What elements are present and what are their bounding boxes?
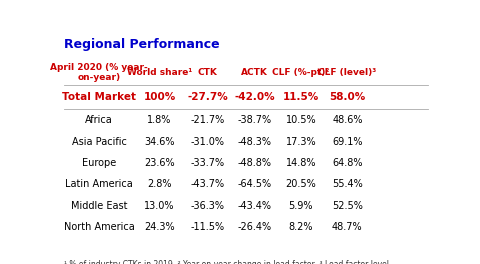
Text: Europe: Europe [82,158,116,168]
Text: -43.7%: -43.7% [191,180,225,189]
Text: -27.7%: -27.7% [188,92,228,102]
Text: 64.8%: 64.8% [332,158,362,168]
Text: 69.1%: 69.1% [332,137,362,147]
Text: -43.4%: -43.4% [238,201,271,211]
Text: Total Market: Total Market [62,92,136,102]
Text: -33.7%: -33.7% [191,158,225,168]
Text: 17.3%: 17.3% [286,137,316,147]
Text: 24.3%: 24.3% [144,222,175,232]
Text: 34.6%: 34.6% [144,137,175,147]
Text: -21.7%: -21.7% [191,115,225,125]
Text: 52.5%: 52.5% [332,201,363,211]
Text: -26.4%: -26.4% [237,222,271,232]
Text: 100%: 100% [144,92,176,102]
Text: April 2020 (% year-
on-year): April 2020 (% year- on-year) [50,63,148,82]
Text: World share¹: World share¹ [127,68,192,77]
Text: 11.5%: 11.5% [283,92,319,102]
Text: -42.0%: -42.0% [234,92,275,102]
Text: 8.2%: 8.2% [288,222,313,232]
Text: 2.8%: 2.8% [147,180,172,189]
Text: Asia Pacific: Asia Pacific [72,137,127,147]
Text: 13.0%: 13.0% [144,201,175,211]
Text: 10.5%: 10.5% [286,115,316,125]
Text: Regional Performance: Regional Performance [64,38,219,51]
Text: -48.8%: -48.8% [238,158,271,168]
Text: 55.4%: 55.4% [332,180,363,189]
Text: -11.5%: -11.5% [191,222,225,232]
Text: Middle East: Middle East [71,201,127,211]
Text: 20.5%: 20.5% [286,180,316,189]
Text: CTK: CTK [198,68,218,77]
Text: ACTK: ACTK [241,68,268,77]
Text: ¹ % of industry CTKs in 2019  ² Year-on-year change in load factor  ³ Load facto: ¹ % of industry CTKs in 2019 ² Year-on-y… [64,260,389,264]
Text: -64.5%: -64.5% [237,180,271,189]
Text: 58.0%: 58.0% [329,92,365,102]
Text: -38.7%: -38.7% [237,115,271,125]
Text: 23.6%: 23.6% [144,158,175,168]
Text: CLF (%-pt)²: CLF (%-pt)² [272,68,330,77]
Text: 14.8%: 14.8% [286,158,316,168]
Text: -48.3%: -48.3% [238,137,271,147]
Text: 48.7%: 48.7% [332,222,363,232]
Text: CLF (level)³: CLF (level)³ [318,68,376,77]
Text: 48.6%: 48.6% [332,115,362,125]
Text: -36.3%: -36.3% [191,201,225,211]
Text: Africa: Africa [85,115,113,125]
Text: Latin America: Latin America [65,180,133,189]
Text: 5.9%: 5.9% [288,201,313,211]
Text: North America: North America [64,222,134,232]
Text: -31.0%: -31.0% [191,137,225,147]
Text: 1.8%: 1.8% [147,115,172,125]
